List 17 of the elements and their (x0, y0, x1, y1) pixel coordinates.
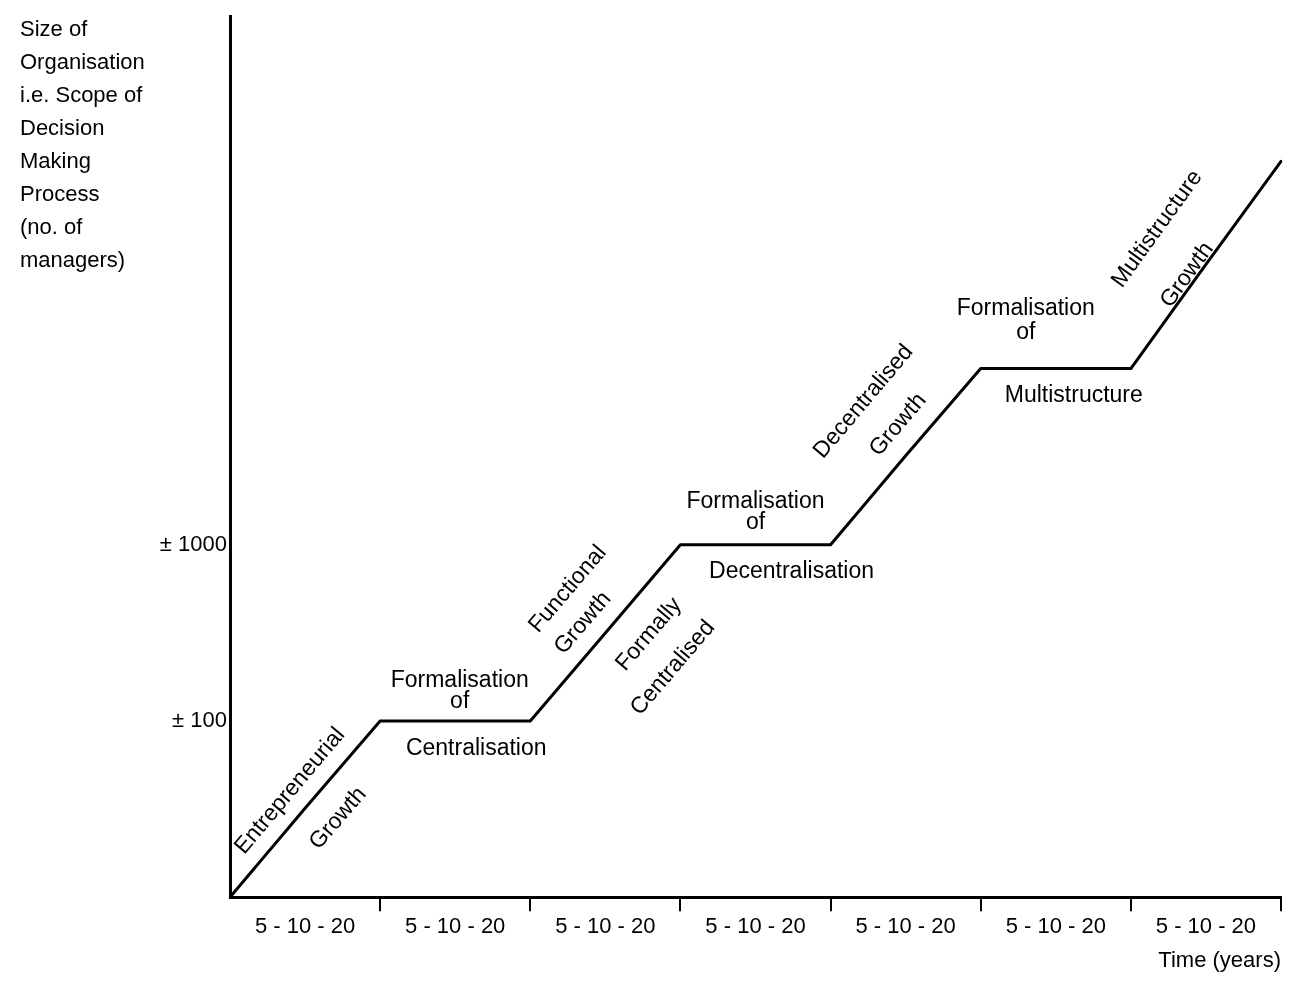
x-tick-label: 5 - 10 - 20 (555, 913, 656, 939)
annotation: Decentralisation (709, 557, 874, 584)
x-tick-label: 5 - 10 - 20 (1005, 913, 1106, 939)
y-tick-label: ± 1000 (159, 530, 227, 556)
x-tick-label: 5 - 10 - 20 (405, 913, 506, 939)
annotation: Formalisation (956, 293, 1095, 320)
x-tick-label: 5 - 10 - 20 (855, 913, 956, 939)
x-tick-label: 5 - 10 - 20 (254, 913, 356, 939)
annotation: of (1016, 317, 1036, 344)
y-axis-title: Size of Organisation i.e. Scope of Decision Making Process (no. of managers) (20, 15, 146, 274)
y-tick-label: ± 100 (172, 707, 227, 733)
x-tick-label: 5 - 10 - 20 (1155, 913, 1257, 939)
x-tick-label: 5 - 10 - 20 (705, 913, 806, 939)
annotation: of (450, 687, 470, 714)
x-axis-title: Time (years) (1158, 946, 1281, 972)
annotation: Centralisation (405, 733, 547, 760)
annotation: Multistructure (1004, 381, 1143, 408)
